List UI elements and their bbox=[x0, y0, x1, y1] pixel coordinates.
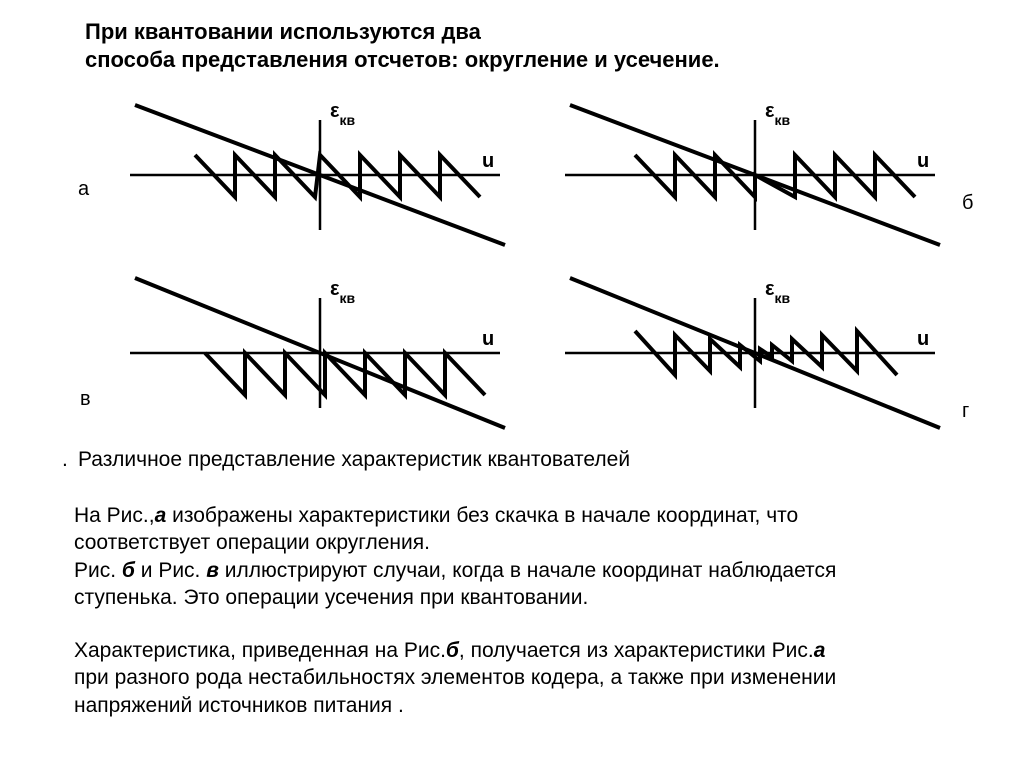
graph-a-label: а bbox=[78, 178, 89, 201]
svg-text:u: u bbox=[482, 150, 494, 172]
svg-text:u: u bbox=[917, 328, 929, 350]
title-line1: При квантовании используются два bbox=[85, 19, 481, 44]
body-text: На Рис.,а изображены характеристики без … bbox=[74, 502, 954, 719]
page-title: При квантовании используются два способа… bbox=[85, 18, 720, 73]
graph-b: εкв u bbox=[555, 100, 955, 250]
para3: Характеристика, приведенная на Рис.б, по… bbox=[74, 637, 954, 719]
graph-b-label: б bbox=[962, 192, 973, 215]
graph-v: εкв u bbox=[120, 273, 520, 433]
svg-text:εкв: εкв bbox=[765, 278, 791, 306]
svg-text:u: u bbox=[482, 328, 494, 350]
figure-caption: Различное представление характеристик кв… bbox=[78, 448, 630, 472]
graph-a: εкв u bbox=[120, 100, 520, 250]
graph-v-label: в bbox=[80, 388, 91, 411]
graph-g-label: г bbox=[962, 400, 969, 423]
graph-g: εкв u bbox=[555, 273, 955, 433]
svg-text:εкв: εкв bbox=[330, 100, 356, 128]
para2: Рис. б и Рис. в иллюстрируют случаи, ког… bbox=[74, 557, 954, 612]
para1: На Рис.,а изображены характеристики без … bbox=[74, 502, 954, 557]
svg-text:εкв: εкв bbox=[765, 100, 791, 128]
svg-text:u: u bbox=[917, 150, 929, 172]
para-gap bbox=[74, 611, 954, 637]
svg-text:εкв: εкв bbox=[330, 278, 356, 306]
title-line2: способа представления отсчетов: округлен… bbox=[85, 47, 720, 72]
caption-dot: . bbox=[62, 448, 68, 472]
